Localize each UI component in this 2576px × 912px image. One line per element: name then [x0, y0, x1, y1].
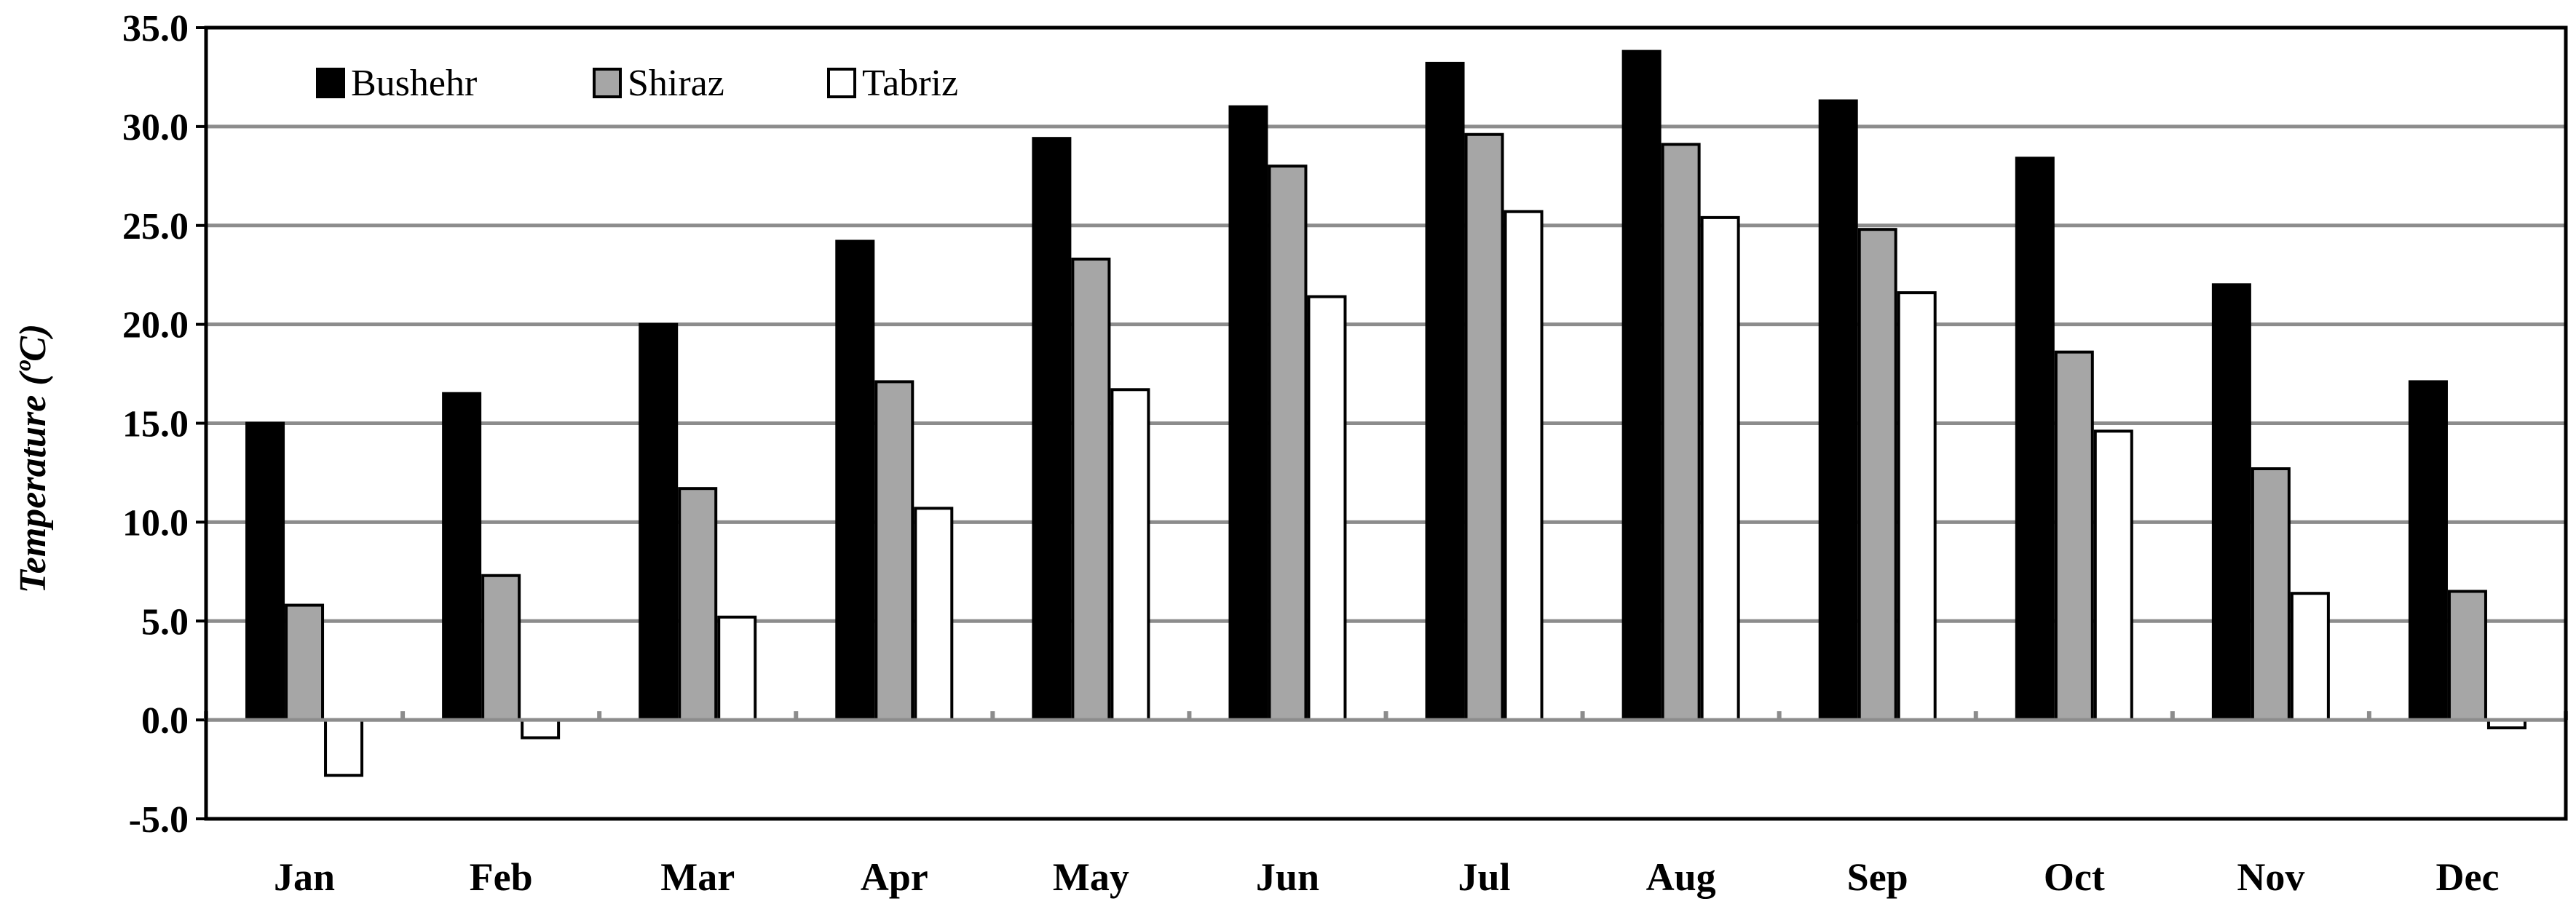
x-category-label: Oct: [2044, 855, 2105, 899]
legend-label-tabriz: Tabriz: [862, 63, 958, 104]
y-tick-label: 5.0: [141, 601, 189, 643]
bar-tabriz-jun: [1307, 295, 1347, 722]
bar-bushehr-mar: [639, 322, 679, 722]
bar-shiraz-sep: [1857, 228, 1897, 722]
bar-shiraz-jun: [1268, 164, 1308, 722]
x-category-label: Aug: [1646, 855, 1716, 899]
bar-bushehr-jun: [1228, 105, 1268, 722]
legend-swatch-tabriz: [827, 68, 856, 98]
bar-bushehr-oct: [2015, 156, 2055, 722]
x-category-label: Jun: [1256, 855, 1319, 899]
y-tick-label: 10.0: [122, 502, 189, 544]
y-tick-label: 35.0: [122, 8, 189, 49]
legend: Bushehr Shiraz Tabriz: [316, 63, 958, 104]
bar-tabriz-jul: [1504, 210, 1544, 722]
bar-tabriz-mar: [717, 615, 757, 722]
legend-swatch-bushehr: [316, 68, 345, 98]
bar-shiraz-mar: [678, 487, 718, 722]
bar-tabriz-jan: [324, 718, 364, 777]
bar-bushehr-feb: [442, 392, 482, 722]
bar-bushehr-jan: [245, 421, 285, 722]
legend-swatch-shiraz: [593, 68, 622, 98]
bar-tabriz-sep: [1897, 291, 1937, 722]
x-category-label: Apr: [861, 855, 928, 899]
bar-bushehr-jul: [1425, 61, 1465, 722]
y-tick-label: 0.0: [141, 700, 189, 742]
bar-shiraz-apr: [874, 380, 914, 722]
x-category-label: Feb: [470, 855, 533, 899]
y-tick-label: 20.0: [122, 305, 189, 346]
bar-tabriz-apr: [914, 507, 954, 722]
bar-tabriz-oct: [2093, 429, 2133, 722]
y-tick-labels: -5.0 0.0 5.0 10.0 15.0 20.0 25.0 30.0 35.0: [122, 8, 189, 841]
bar-bushehr-sep: [1818, 99, 1858, 722]
bar-tabriz-aug: [1700, 215, 1740, 722]
axes: [196, 25, 2568, 821]
x-category-label: Jan: [274, 855, 335, 899]
x-category-label: Nov: [2237, 855, 2304, 899]
x-category-labels: Jan Feb Mar Apr May Jun Jul Aug Sep Oct Nov Dec: [274, 855, 2499, 899]
bars: [245, 49, 2526, 777]
bar-shiraz-aug: [1661, 143, 1701, 722]
bar-shiraz-jan: [285, 603, 325, 722]
bar-shiraz-oct: [2054, 350, 2094, 722]
bar-tabriz-may: [1110, 388, 1150, 722]
x-category-label: Jul: [1458, 855, 1511, 899]
y-tick-label: 15.0: [122, 404, 189, 445]
x-category-label: Mar: [660, 855, 735, 899]
legend-label-shiraz: Shiraz: [628, 63, 724, 104]
bar-shiraz-nov: [2251, 467, 2291, 722]
gridlines: [206, 124, 2566, 722]
bar-shiraz-jul: [1464, 132, 1504, 722]
bar-shiraz-feb: [481, 574, 521, 722]
x-category-label: May: [1053, 855, 1129, 899]
bar-bushehr-may: [1032, 137, 1072, 722]
y-axis-title: Temperature (ºC): [12, 324, 54, 593]
bar-bushehr-dec: [2408, 380, 2448, 722]
y-tick-label: 30.0: [122, 107, 189, 148]
bar-shiraz-dec: [2447, 590, 2487, 722]
x-category-label: Dec: [2435, 855, 2499, 899]
y-tick-label: 25.0: [122, 206, 189, 247]
x-category-label: Sep: [1847, 855, 1908, 899]
bar-tabriz-feb: [521, 718, 561, 739]
legend-label-bushehr: Bushehr: [351, 63, 477, 104]
y-tick-label: -5.0: [129, 799, 189, 841]
plot-frame: [204, 25, 2568, 821]
bar-tabriz-nov: [2290, 592, 2330, 722]
bar-bushehr-apr: [835, 239, 875, 722]
bar-shiraz-may: [1071, 257, 1111, 722]
bar-bushehr-nov: [2211, 283, 2251, 722]
bar-bushehr-aug: [1621, 49, 1662, 722]
